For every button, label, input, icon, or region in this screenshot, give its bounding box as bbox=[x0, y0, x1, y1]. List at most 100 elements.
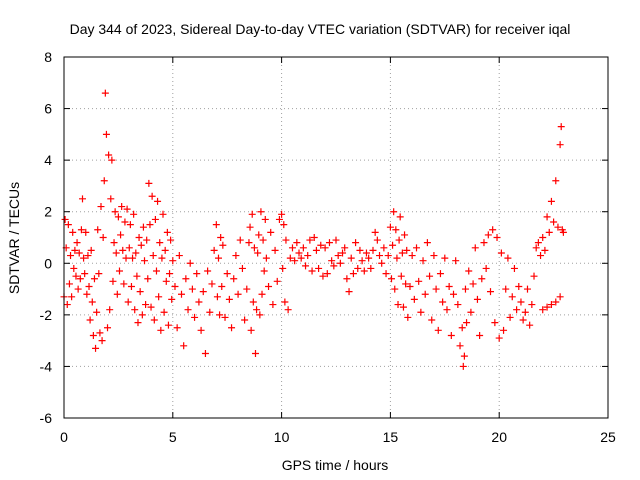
y-tick-label: 4 bbox=[44, 152, 52, 168]
data-point bbox=[117, 231, 125, 239]
data-point bbox=[152, 267, 160, 275]
data-point bbox=[151, 215, 159, 223]
data-point bbox=[260, 267, 268, 275]
data-point bbox=[360, 267, 368, 275]
data-point bbox=[284, 306, 292, 314]
data-point bbox=[221, 313, 229, 321]
data-point bbox=[275, 215, 283, 223]
data-point bbox=[459, 362, 467, 370]
data-point bbox=[125, 244, 133, 252]
data-point bbox=[136, 288, 144, 296]
data-point bbox=[312, 246, 320, 254]
data-point bbox=[180, 342, 188, 350]
data-point bbox=[528, 301, 536, 309]
data-point bbox=[137, 241, 145, 249]
data-point bbox=[87, 246, 95, 254]
data-point bbox=[413, 244, 421, 252]
data-point bbox=[186, 259, 194, 267]
x-tick-label: 20 bbox=[491, 429, 507, 445]
data-point bbox=[461, 285, 469, 293]
data-point bbox=[328, 257, 336, 265]
data-point bbox=[465, 267, 473, 275]
data-point bbox=[73, 239, 81, 247]
data-point bbox=[441, 254, 449, 262]
data-point bbox=[288, 244, 296, 252]
data-point bbox=[343, 275, 351, 283]
data-point bbox=[64, 221, 72, 229]
data-point bbox=[534, 239, 542, 247]
data-point bbox=[341, 244, 349, 252]
data-point bbox=[131, 306, 139, 314]
data-point bbox=[493, 234, 501, 241]
data-point bbox=[291, 257, 299, 265]
data-point bbox=[81, 270, 89, 278]
data-point bbox=[156, 239, 164, 247]
data-point bbox=[537, 252, 545, 260]
data-point bbox=[143, 236, 151, 244]
data-point bbox=[380, 244, 388, 252]
plot-frame bbox=[63, 56, 609, 419]
data-point bbox=[111, 208, 119, 216]
data-point bbox=[124, 298, 132, 306]
data-point bbox=[77, 226, 85, 234]
data-point bbox=[150, 316, 158, 324]
data-point bbox=[253, 306, 261, 314]
data-point bbox=[238, 264, 246, 272]
data-point bbox=[504, 254, 512, 262]
data-point bbox=[76, 275, 84, 283]
data-point bbox=[245, 239, 253, 247]
data-point bbox=[118, 203, 126, 211]
y-tick-label: -2 bbox=[40, 307, 53, 323]
data-point bbox=[250, 244, 258, 252]
data-point bbox=[428, 316, 436, 324]
data-point bbox=[473, 295, 481, 303]
y-tick-label: 0 bbox=[44, 255, 52, 271]
data-point bbox=[371, 228, 379, 236]
data-point bbox=[302, 262, 310, 270]
data-point bbox=[295, 249, 303, 257]
data-point bbox=[310, 234, 318, 241]
data-point bbox=[114, 213, 122, 221]
data-point bbox=[410, 295, 418, 303]
data-point bbox=[127, 282, 135, 290]
data-point bbox=[169, 257, 177, 265]
data-point bbox=[95, 270, 103, 278]
data-point bbox=[110, 239, 118, 247]
data-point bbox=[214, 254, 222, 262]
data-point bbox=[246, 223, 254, 231]
data-point bbox=[552, 177, 560, 185]
data-point bbox=[75, 249, 83, 257]
data-point bbox=[308, 267, 316, 275]
data-point bbox=[210, 246, 218, 254]
data-point bbox=[93, 308, 101, 316]
data-point bbox=[97, 203, 105, 211]
data-point bbox=[63, 301, 71, 309]
data-point bbox=[178, 290, 186, 298]
data-point bbox=[243, 285, 251, 293]
data-point bbox=[378, 259, 386, 267]
data-point bbox=[218, 282, 226, 290]
y-tick-label: -6 bbox=[40, 410, 53, 426]
data-point bbox=[168, 295, 176, 303]
data-point bbox=[398, 249, 406, 257]
data-point bbox=[445, 282, 453, 290]
data-point bbox=[122, 254, 130, 262]
data-point bbox=[223, 270, 231, 278]
x-tick-label: 5 bbox=[169, 429, 177, 445]
data-point bbox=[258, 290, 266, 298]
data-point bbox=[358, 257, 366, 265]
data-point bbox=[382, 270, 390, 278]
data-point bbox=[526, 321, 534, 329]
data-point bbox=[286, 254, 294, 262]
data-point bbox=[225, 295, 233, 303]
data-point bbox=[376, 252, 384, 260]
data-point bbox=[273, 277, 281, 285]
data-point bbox=[80, 254, 88, 262]
data-point bbox=[517, 298, 525, 306]
data-point bbox=[271, 246, 279, 254]
x-tick-label: 0 bbox=[60, 429, 68, 445]
data-point bbox=[241, 316, 249, 324]
data-point bbox=[396, 213, 404, 221]
data-point bbox=[236, 236, 244, 244]
data-point bbox=[261, 215, 269, 223]
